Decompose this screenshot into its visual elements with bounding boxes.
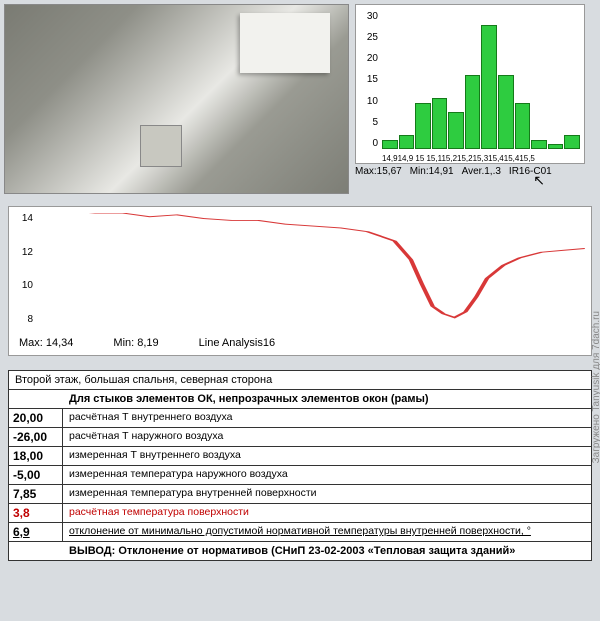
data-table: Второй этаж, большая спальня, северная с… <box>8 370 592 561</box>
table-value: -26,00 <box>9 428 63 446</box>
table-label: измеренная температура внутренней поверх… <box>63 485 591 503</box>
table-row: 20,00расчётная Т внутреннего воздуха <box>9 409 591 428</box>
table-row: 18,00измеренная Т внутреннего воздуха <box>9 447 591 466</box>
table-label: измеренная температура наружного воздуха <box>63 466 591 484</box>
histogram-x-axis: 14,914,9 15 15,115,215,215,315,415,415,5 <box>382 154 580 163</box>
table-value: 6,9 <box>9 523 63 541</box>
histogram-y-axis: 302520151050 <box>356 11 380 149</box>
line-min: Min: 8,19 <box>113 337 158 349</box>
table-value: 3,8 <box>9 504 63 522</box>
histogram-bars <box>382 11 580 149</box>
histogram-bar <box>382 140 398 149</box>
histogram-bar <box>564 135 580 149</box>
table-value: -5,00 <box>9 466 63 484</box>
table-row: -26,00расчётная Т наружного воздуха <box>9 428 591 447</box>
table-value: 7,85 <box>9 485 63 503</box>
hist-aver: Aver.1,.3 <box>462 166 501 177</box>
line-name: Line Analysis16 <box>199 337 275 349</box>
histogram-bar <box>465 75 481 149</box>
table-row: 6,9отклонение от минимально допустимой н… <box>9 523 591 542</box>
table-label: измеренная Т внутреннего воздуха <box>63 447 591 465</box>
histogram-bar <box>399 135 415 149</box>
table-value: 20,00 <box>9 409 63 427</box>
watermark: Загружено Tanyusik для 7dach.ru <box>591 311 600 463</box>
table-label: расчётная температура поверхности <box>63 504 591 522</box>
histogram-bar <box>432 98 448 149</box>
table-label: расчётная Т внутреннего воздуха <box>63 409 591 427</box>
table-label: отклонение от минимально допустимой норм… <box>63 523 591 541</box>
histogram-stats: Max:15,67 Min:14,91 Aver.1,.3 IR16-C01 <box>355 164 585 177</box>
table-row: 3,8расчётная температура поверхности <box>9 504 591 523</box>
thermal-photo <box>4 4 349 194</box>
histogram-bar <box>498 75 514 149</box>
histogram-bar <box>515 103 531 149</box>
line-y-axis: 1412108 <box>9 213 37 325</box>
histogram-panel: 302520151050 14,914,9 15 15,115,215,215,… <box>355 4 585 194</box>
histogram-bar <box>415 103 431 149</box>
hist-min: Min:14,91 <box>410 166 454 177</box>
table-footer: ВЫВОД: Отклонение от нормативов (СНиП 23… <box>9 542 591 560</box>
table-value: 18,00 <box>9 447 63 465</box>
histogram-chart: 302520151050 14,914,9 15 15,115,215,215,… <box>355 4 585 164</box>
line-stats: Max: 14,34 Min: 8,19 Line Analysis16 <box>19 337 275 349</box>
table-label: расчётная Т наружного воздуха <box>63 428 591 446</box>
table-header: Второй этаж, большая спальня, северная с… <box>9 371 591 390</box>
table-subheader: Для стыков элементов ОК, непрозрачных эл… <box>9 390 591 409</box>
line-analysis-panel: 1412108 Max: 14,34 Min: 8,19 Line Analys… <box>8 206 592 356</box>
histogram-bar <box>548 144 564 149</box>
table-row: 7,85измеренная температура внутренней по… <box>9 485 591 504</box>
line-max: Max: 14,34 <box>19 337 73 349</box>
line-chart <box>41 213 585 325</box>
histogram-bar <box>448 112 464 149</box>
hist-id: IR16-C01 <box>509 166 552 177</box>
histogram-bar <box>481 25 497 149</box>
histogram-bar <box>531 140 547 149</box>
table-row: -5,00измеренная температура наружного во… <box>9 466 591 485</box>
hist-max: Max:15,67 <box>355 166 402 177</box>
